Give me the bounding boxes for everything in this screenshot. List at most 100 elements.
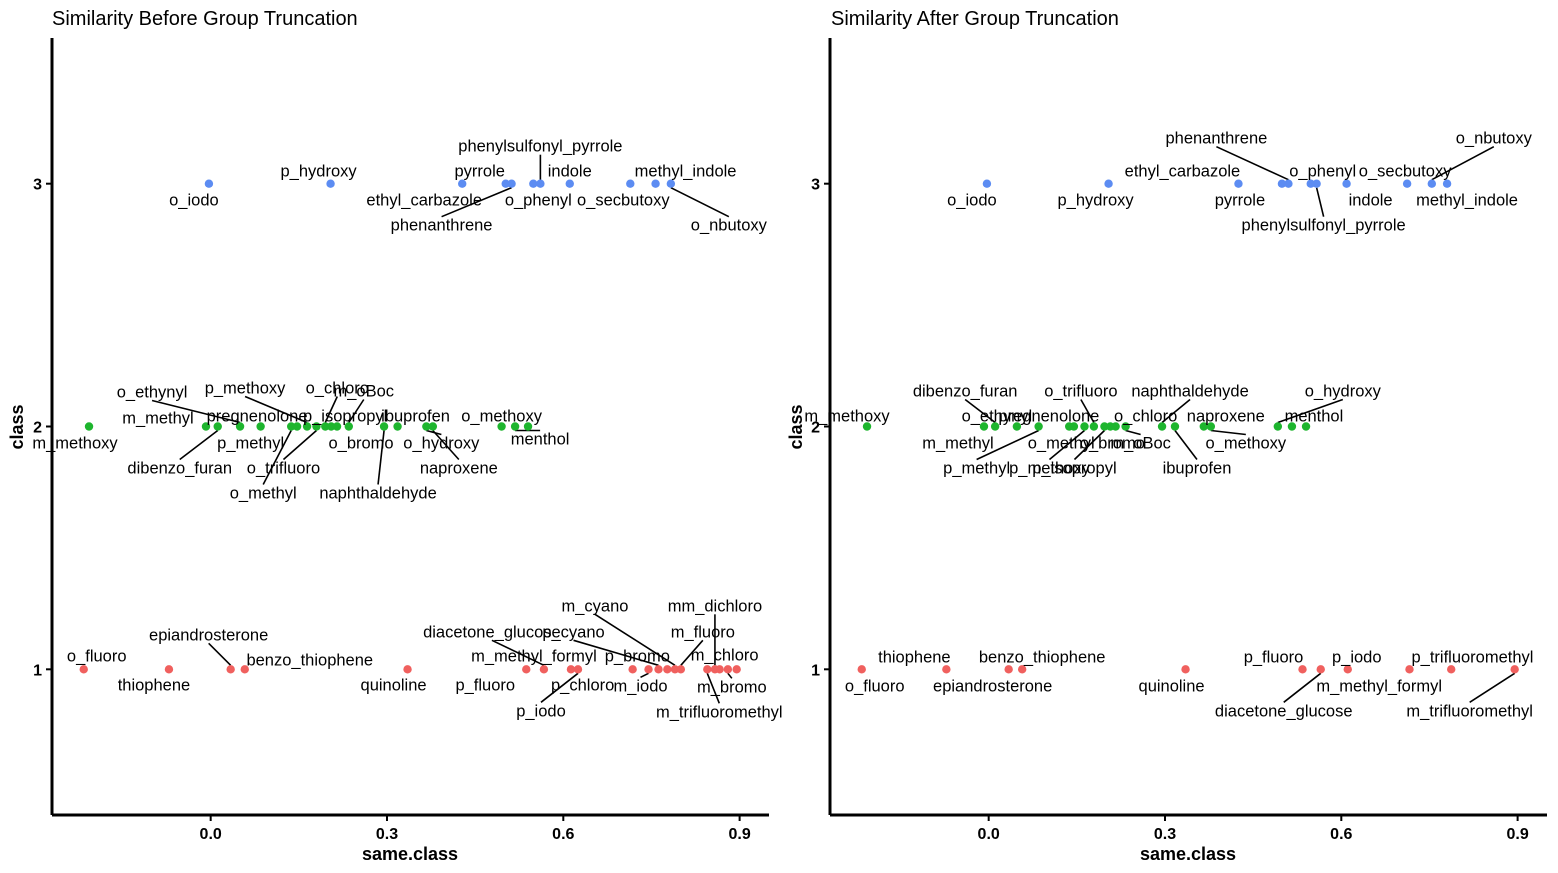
data-point <box>1170 422 1180 431</box>
data-point <box>676 665 686 674</box>
chart-title: Similarity Before Group Truncation <box>52 8 358 30</box>
point-label: m_methoxy <box>32 435 118 453</box>
x-tick-label: 0.3 <box>1154 826 1176 843</box>
data-point <box>666 179 676 188</box>
leader-line <box>1048 429 1085 461</box>
data-point <box>1100 422 1109 431</box>
point-label: dibenzo_furan <box>127 460 232 478</box>
leader-lines <box>964 145 1516 703</box>
point-label: p_fluoro <box>1244 648 1304 666</box>
data-point <box>1012 422 1022 431</box>
point-label: ibuprofen <box>381 408 450 426</box>
point-label: p_fluoro <box>455 676 515 694</box>
data-point <box>1427 179 1437 188</box>
point-label: o_iodo <box>169 192 219 210</box>
leader-line <box>1431 145 1495 181</box>
x-tick-label: 0.9 <box>1506 826 1528 843</box>
point-label: p_cyano <box>542 623 604 641</box>
point-labels: phenanthrene o_nbutoxy ethyl_carbazole o_ph… <box>804 130 1533 721</box>
data-point <box>1199 422 1208 431</box>
point-label: mm_dichloro <box>668 597 762 615</box>
data-point <box>1017 665 1027 674</box>
point-label: o_fluoro <box>845 677 905 695</box>
data-point <box>1306 179 1315 188</box>
point-label: p_methoxy <box>1009 460 1090 478</box>
point-label: m_chloro <box>691 646 759 664</box>
data-point <box>626 179 635 188</box>
data-point <box>703 665 712 674</box>
data-point <box>566 665 576 674</box>
point-label: menthol <box>1285 408 1344 426</box>
point-label: ibuprofen <box>1163 460 1232 478</box>
point-label: p_methyl <box>943 460 1010 478</box>
x-tick-label: 0.0 <box>978 826 1000 843</box>
leader-line <box>244 395 308 424</box>
point-label: m_methyl <box>922 435 994 453</box>
data-point <box>344 422 353 431</box>
point-label: o_nbutoxy <box>1456 130 1533 148</box>
data-point <box>1312 179 1321 188</box>
data-point <box>644 665 653 674</box>
y-tick-label: 3 <box>33 177 42 194</box>
point-label: naproxene <box>420 460 498 478</box>
x-tick-label: 0.9 <box>728 826 750 843</box>
x-tick-label: 0.0 <box>200 826 222 843</box>
y-axis-title: class <box>7 404 27 449</box>
point-label: indole <box>548 163 592 181</box>
point-label: p_chloro <box>551 676 614 694</box>
y-tick-label: 1 <box>33 662 42 679</box>
points <box>857 179 1519 674</box>
data-point <box>1316 665 1325 674</box>
data-point <box>522 665 531 674</box>
data-point <box>1273 422 1283 431</box>
point-label: benzo_thiophene <box>246 651 373 669</box>
data-point <box>302 422 312 431</box>
data-point <box>1277 179 1287 188</box>
point-label: o_methyl <box>1028 435 1095 453</box>
leader-line <box>1315 187 1325 217</box>
point-label: o_bromo <box>1080 435 1145 453</box>
point-label: o_fluoro <box>67 647 127 665</box>
data-point <box>403 665 412 674</box>
data-point <box>1104 179 1113 188</box>
data-point <box>326 179 335 188</box>
x-tick-label: 0.6 <box>552 826 574 843</box>
point-label: o_secbutoxy <box>1359 163 1452 181</box>
point-label: m_bromo <box>697 678 767 696</box>
data-point <box>164 665 174 674</box>
data-point <box>1206 422 1216 431</box>
point-label: quinoline <box>1139 677 1205 695</box>
x-axis-title: same.class <box>1140 844 1236 864</box>
data-point <box>226 665 235 674</box>
leader-line <box>208 642 232 666</box>
point-label: o_ethynyl <box>962 408 1033 426</box>
point-label: o_methoxy <box>461 408 542 426</box>
data-point <box>628 665 637 674</box>
data-point <box>942 665 951 674</box>
leader-line <box>1080 399 1095 423</box>
leader-line <box>151 399 241 424</box>
data-point <box>1405 665 1414 674</box>
data-point <box>256 422 265 431</box>
data-point <box>240 665 249 674</box>
y-tick-label: 2 <box>33 420 42 437</box>
data-point <box>1343 665 1352 674</box>
data-point <box>1121 422 1130 431</box>
point-label: m_cyano <box>561 597 628 615</box>
point-label: pregnenolone <box>998 408 1099 426</box>
data-point <box>1342 179 1351 188</box>
point-label: p_bromo <box>605 647 670 665</box>
x-tick-label: 0.3 <box>376 826 398 843</box>
point-label: dibenzo_furan <box>913 383 1018 401</box>
leader-line <box>540 672 579 703</box>
ticks: 0.0 0.3 0.6 0.9 1 2 3 <box>33 177 751 843</box>
leader-lines <box>151 154 733 704</box>
point-label: naphthaldehyde <box>1131 383 1248 401</box>
point-label: diacetone_glucose <box>1215 702 1353 720</box>
data-point <box>1111 422 1120 431</box>
data-point <box>1284 179 1293 188</box>
data-point <box>862 422 872 431</box>
data-point <box>723 665 733 674</box>
data-point <box>715 665 724 674</box>
data-point <box>422 422 431 431</box>
